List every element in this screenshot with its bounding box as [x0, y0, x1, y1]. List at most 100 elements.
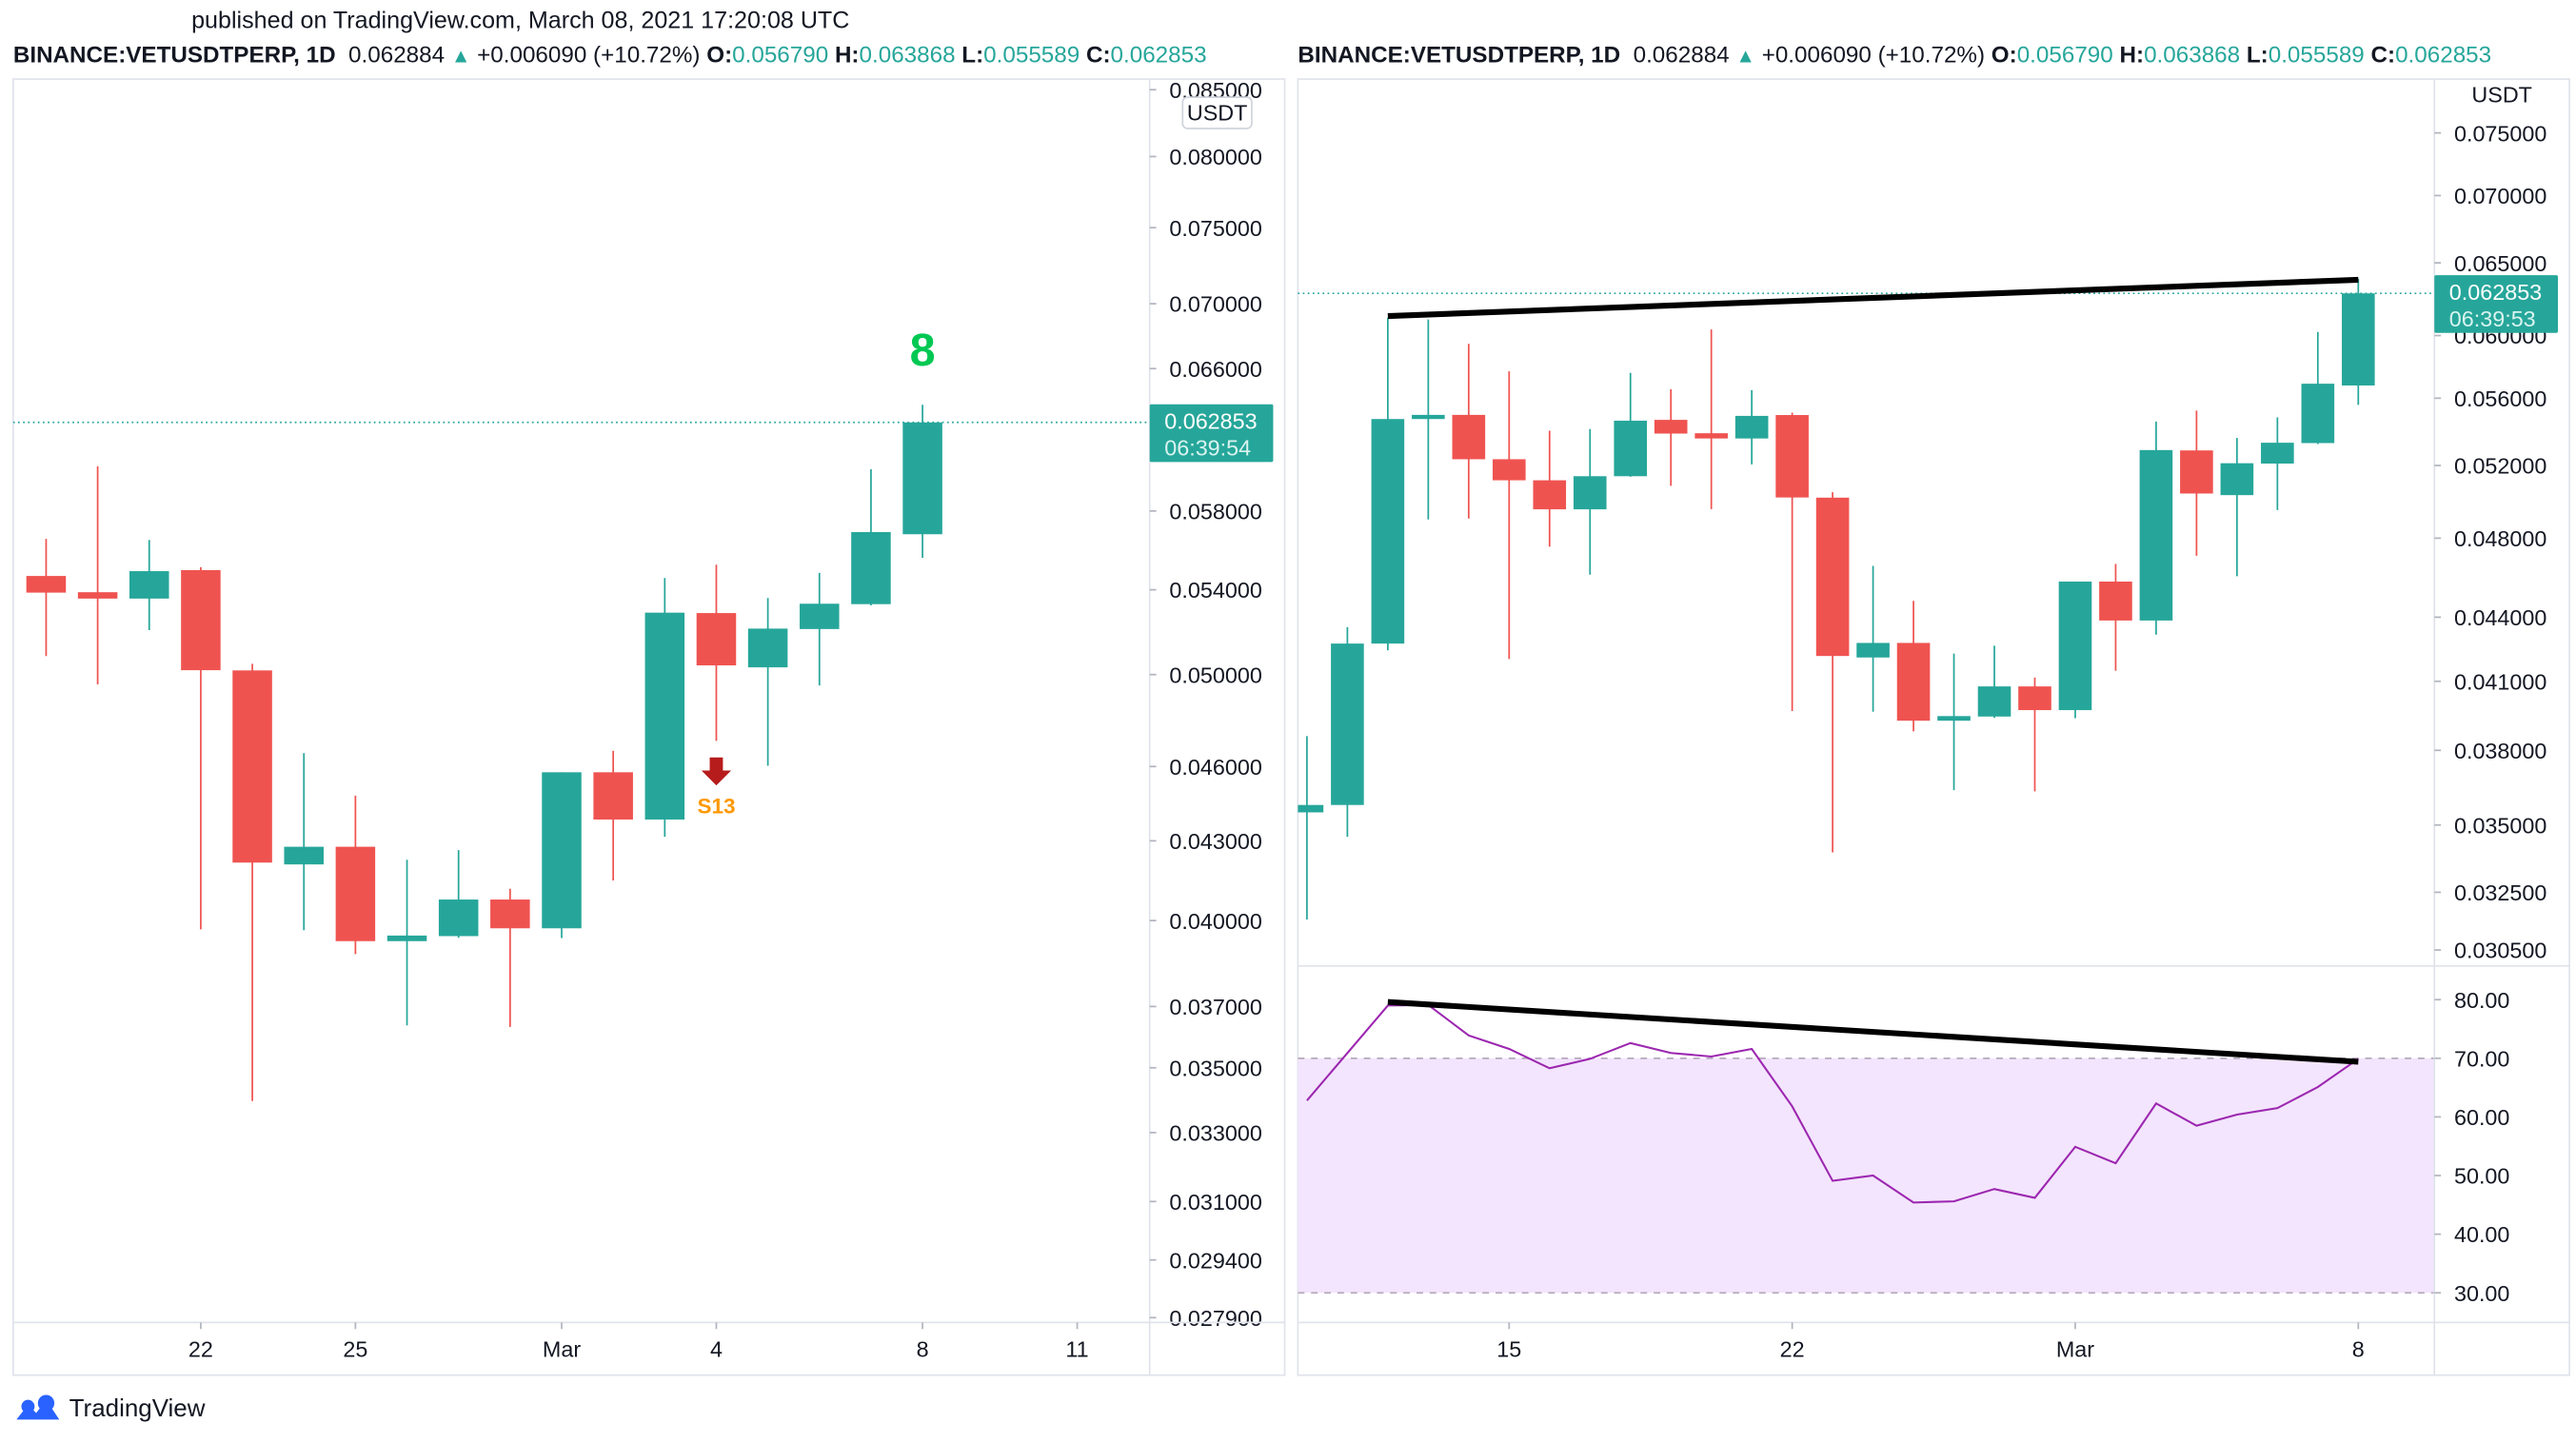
candle-body — [1452, 414, 1486, 460]
candle-2021-03-06 — [2261, 417, 2294, 510]
candle-body — [2341, 293, 2375, 385]
price-tick-label: 0.048000 — [2454, 526, 2546, 551]
candle-2021-02-13 — [1412, 319, 1445, 520]
rsi-tick-label: 70.00 — [2454, 1046, 2509, 1071]
price-tick-label: 0.035000 — [2454, 813, 2546, 838]
symbol-label[interactable]: BINANCE:VETUSDTPERP, 1D — [1298, 41, 1621, 68]
chart-pane-right: 0.0750000.0700000.0650000.0600000.056000… — [1297, 78, 2570, 1376]
candle-body — [1614, 420, 1648, 477]
candle-2021-02-25 — [1896, 601, 1931, 732]
trendline-rsi[interactable] — [1387, 998, 2359, 1065]
candle-2021-02-11 — [1331, 626, 1364, 838]
candle-body — [851, 532, 891, 604]
candle-2021-02-16 — [1533, 430, 1567, 547]
candle-2021-03-08 — [2341, 278, 2375, 405]
rsi-tick-label: 40.00 — [2454, 1222, 2509, 1247]
countdown: 06:39:53 — [2449, 306, 2536, 331]
price-tick-label: 0.075000 — [2454, 121, 2546, 146]
candle-2021-02-19 — [1654, 389, 1688, 486]
plot-area-left: 8 S13 — [12, 325, 1150, 1101]
low-label: L: — [2246, 41, 2269, 68]
candle-2021-03-06 — [800, 572, 840, 686]
trendline-price[interactable] — [1387, 276, 2359, 320]
candle-body — [26, 576, 67, 593]
candle-2021-03-07 — [2301, 331, 2335, 445]
rsi-pane — [1298, 998, 2435, 1295]
candle-body — [1492, 459, 1526, 481]
price-tick-label: 0.058000 — [1169, 499, 1261, 524]
currency-badge[interactable]: USDT — [1181, 96, 1253, 129]
price-tick-label: 0.033000 — [1169, 1121, 1261, 1146]
time-tick-label: 4 — [710, 1337, 723, 1362]
open-label: O: — [1991, 41, 2017, 68]
td-sequential-count: 8 — [910, 325, 936, 376]
candle-body — [800, 603, 840, 629]
price-tick-label: 0.070000 — [1169, 292, 1261, 317]
candle-body — [438, 899, 479, 937]
price-tick-label: 0.041000 — [2454, 669, 2546, 694]
time-tick-label: 15 — [1496, 1337, 1521, 1362]
currency-label: USDT — [1187, 100, 1248, 125]
high-value: 0.063868 — [2144, 41, 2241, 68]
candle-2021-03-05 — [2220, 438, 2254, 577]
candle-2021-02-14 — [1452, 344, 1486, 519]
candle-2021-03-02 — [593, 750, 633, 881]
candle-2021-02-20 — [1694, 329, 1728, 509]
candle-2021-02-21 — [1734, 389, 1769, 465]
rsi-tick-label: 50.00 — [2454, 1164, 2509, 1189]
price-tick-label: 0.066000 — [1169, 357, 1261, 382]
close-label: C: — [1085, 41, 1111, 68]
candle-body — [2018, 686, 2051, 711]
candle-body — [1573, 476, 1607, 510]
candle-body — [1856, 642, 1890, 658]
candle-2021-02-27 — [438, 850, 479, 939]
candle-2021-03-03 — [2139, 421, 2173, 635]
candle-2021-02-28 — [2018, 677, 2051, 792]
time-tick-label: 25 — [343, 1337, 367, 1362]
price-tick-label: 0.032500 — [2454, 880, 2546, 905]
price-tick-label: 0.030500 — [2454, 939, 2546, 963]
rsi-tick-label: 80.00 — [2454, 988, 2509, 1013]
candle-body — [1896, 642, 1931, 722]
candle-2021-03-08 — [902, 405, 942, 559]
candle-2021-02-22 — [1775, 412, 1809, 712]
last-price-bg — [2434, 275, 2559, 333]
open-value: 0.056790 — [732, 41, 829, 68]
candle-body — [1371, 419, 1405, 644]
rsi-tick-label: 30.00 — [2454, 1281, 2509, 1306]
candle-2021-02-22 — [181, 566, 221, 930]
price-tick-label: 0.035000 — [1169, 1056, 1261, 1080]
price-tick-label: 0.044000 — [2454, 605, 2546, 630]
candle-body — [644, 612, 685, 820]
symbol-label[interactable]: BINANCE:VETUSDTPERP, 1D — [12, 41, 336, 68]
price-tick-label: 0.031000 — [1169, 1190, 1261, 1215]
candle-2021-02-20 — [77, 465, 118, 684]
candle-2021-02-19 — [26, 539, 67, 657]
candle-body — [2261, 443, 2294, 465]
candle-body — [1298, 804, 1324, 813]
candle-2021-03-02 — [2099, 563, 2132, 671]
candle-2021-02-21 — [129, 540, 169, 630]
time-tick-label: 8 — [2352, 1337, 2365, 1362]
price-change: +0.006090 (+10.72%) — [477, 41, 701, 68]
low-value: 0.055589 — [983, 41, 1080, 68]
high-label: H: — [834, 41, 860, 68]
candle-2021-02-28 — [490, 888, 530, 1027]
candle-2021-02-24 — [284, 753, 324, 931]
price-tick-label: 0.043000 — [1169, 829, 1261, 854]
low-value: 0.055589 — [2268, 41, 2365, 68]
countdown: 06:39:54 — [1164, 435, 1251, 460]
tradingview-logo[interactable]: TradingView — [13, 1394, 206, 1423]
open-label: O: — [706, 41, 733, 68]
candle-body — [284, 846, 324, 865]
candle-body — [232, 670, 272, 863]
currency-badge-bg — [1181, 96, 1253, 129]
candle-2021-02-23 — [232, 663, 272, 1101]
candle-2021-02-17 — [1573, 428, 1607, 575]
candle-body — [129, 571, 169, 599]
candle-body — [77, 592, 118, 599]
candle-2021-02-26 — [1937, 653, 1971, 791]
last-price: 0.062884 — [348, 41, 446, 68]
candle-2021-02-26 — [386, 860, 427, 1026]
